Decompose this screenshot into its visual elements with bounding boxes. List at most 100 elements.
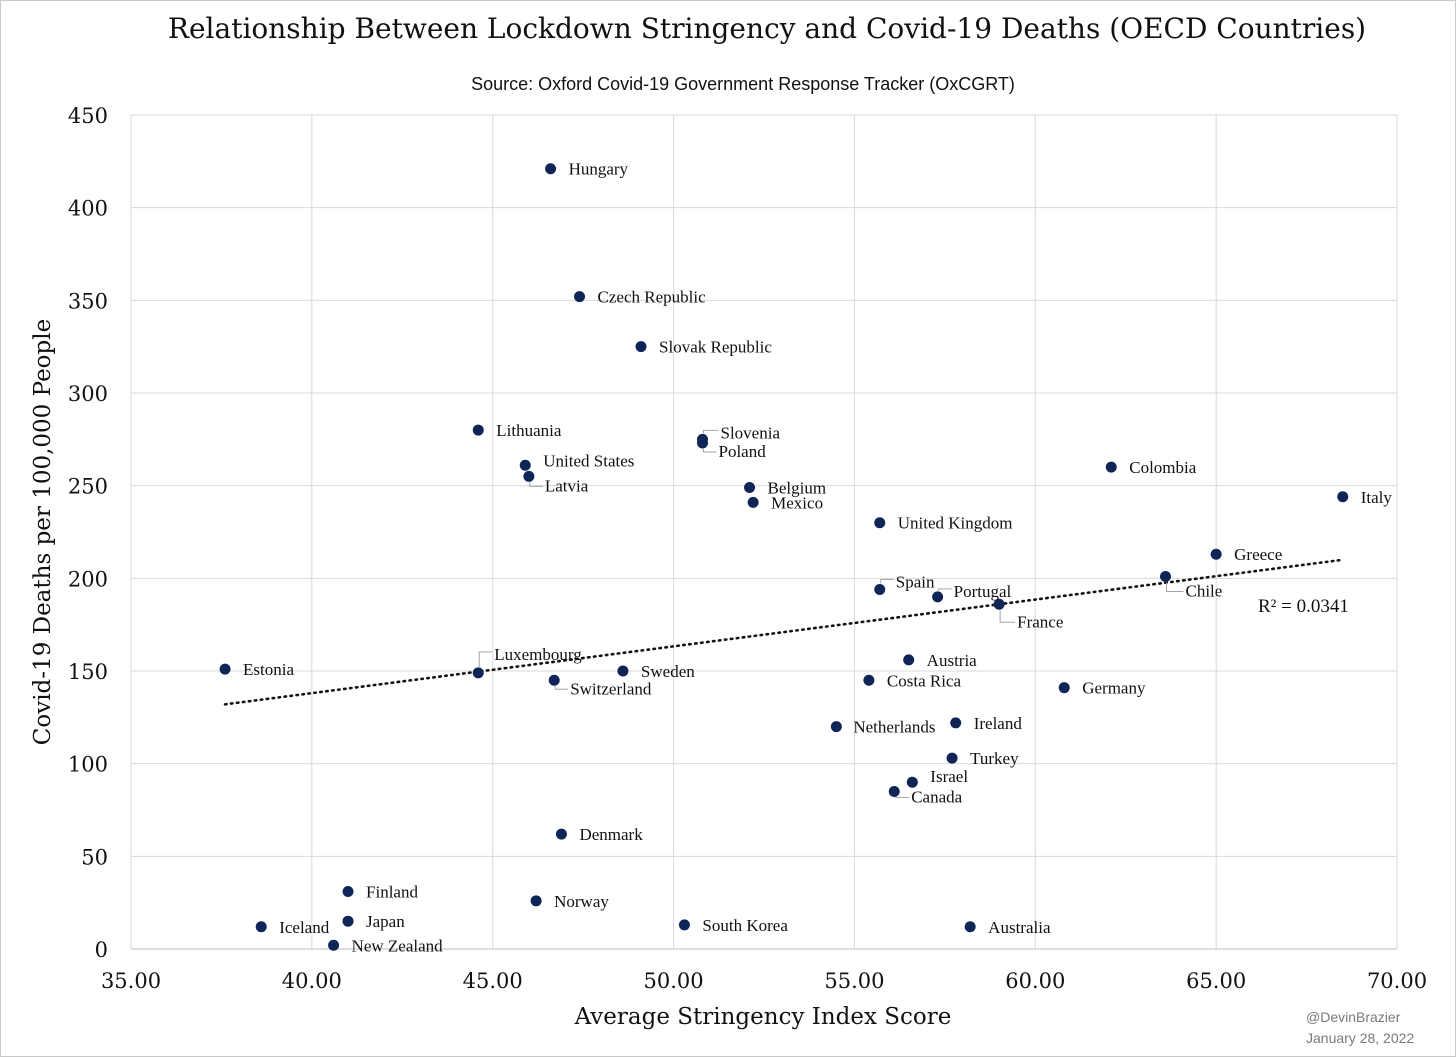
label-turkey: Turkey — [970, 749, 1019, 768]
grid-lines — [130, 114, 1398, 950]
label-new-zealand: New Zealand — [352, 936, 444, 955]
leader-line — [703, 429, 719, 434]
label-denmark: Denmark — [579, 825, 643, 844]
x-tick-label: 65.00 — [1186, 969, 1246, 993]
label-united-kingdom: United Kingdom — [898, 514, 1013, 533]
r-squared-label: R² = 0.0341 — [1258, 596, 1349, 617]
x-tick-label: 70.00 — [1367, 969, 1427, 993]
label-canada: Canada — [911, 787, 962, 806]
point-luxembourg — [472, 667, 484, 679]
leader-line — [1166, 582, 1184, 592]
label-israel: Israel — [930, 767, 968, 786]
label-mexico: Mexico — [771, 493, 823, 512]
y-axis-label: Covid-19 Deaths per 100,000 People — [30, 319, 56, 745]
label-belgium: Belgium — [768, 479, 827, 498]
label-luxembourg: Luxembourg — [494, 645, 582, 664]
label-slovak-republic: Slovak Republic — [659, 338, 772, 357]
x-tick-label: 50.00 — [644, 969, 704, 993]
label-lithuania: Lithuania — [496, 421, 562, 440]
point-mexico — [747, 496, 759, 508]
x-axis-label: Average Stringency Index Score — [574, 1004, 952, 1030]
point-italy — [1337, 491, 1349, 503]
point-costa-rica — [863, 674, 875, 686]
point-australia — [964, 921, 976, 933]
point-south-korea — [678, 919, 690, 931]
x-tick-label: 35.00 — [101, 969, 161, 993]
label-spain: Spain — [896, 572, 935, 591]
leader-line — [478, 651, 493, 667]
point-new-zealand — [328, 939, 340, 951]
point-turkey — [946, 752, 958, 764]
point-finland — [342, 886, 354, 898]
label-switzerland: Switzerland — [570, 679, 652, 698]
label-united-states: United States — [543, 451, 634, 470]
label-poland: Poland — [719, 442, 767, 461]
label-germany: Germany — [1082, 679, 1146, 698]
y-tick-label: 50 — [81, 845, 108, 869]
point-austria — [903, 654, 915, 666]
point-chile — [1160, 570, 1172, 582]
label-ireland: Ireland — [974, 714, 1023, 733]
x-tick-label: 45.00 — [463, 969, 523, 993]
chart-title: Relationship Between Lockdown Stringency… — [167, 12, 1367, 45]
point-iceland — [255, 921, 267, 933]
point-lithuania — [472, 424, 484, 436]
label-iceland: Iceland — [279, 918, 330, 937]
point-hungary — [545, 163, 557, 175]
point-france — [993, 598, 1005, 610]
label-latvia: Latvia — [545, 476, 589, 495]
point-labels: Hungary Czech Republic Slovak Republic Lith… — [243, 160, 1392, 956]
label-chile: Chile — [1186, 581, 1223, 600]
leader-line — [529, 482, 543, 487]
data-points — [219, 163, 1349, 951]
y-tick-label: 450 — [68, 104, 108, 128]
point-denmark — [555, 828, 567, 840]
y-tick-label: 0 — [95, 938, 108, 962]
point-colombia — [1105, 461, 1117, 473]
point-latvia — [523, 470, 535, 482]
y-tick-label: 100 — [68, 753, 108, 777]
y-tick-label: 350 — [68, 289, 108, 313]
label-sweden: Sweden — [641, 662, 695, 681]
label-france: France — [1017, 612, 1063, 631]
point-united-states — [519, 459, 531, 471]
point-canada — [888, 785, 900, 797]
leader-line — [554, 686, 569, 690]
point-belgium — [744, 482, 756, 494]
label-colombia: Colombia — [1129, 458, 1197, 477]
point-norway — [530, 895, 542, 907]
label-australia: Australia — [988, 918, 1051, 937]
point-japan — [342, 915, 354, 927]
point-slovak-republic — [635, 341, 647, 353]
y-tick-label: 400 — [68, 197, 108, 221]
label-japan: Japan — [366, 912, 405, 931]
y-tick-label: 250 — [68, 475, 108, 499]
point-united-kingdom — [874, 517, 886, 529]
point-estonia — [219, 663, 231, 675]
x-tick-label: 55.00 — [824, 969, 884, 993]
credit-handle: @DevinBrazier — [1306, 1009, 1401, 1025]
label-norway: Norway — [554, 892, 609, 911]
point-portugal — [932, 591, 944, 603]
label-south-korea: South Korea — [702, 916, 788, 935]
label-hungary: Hungary — [569, 160, 629, 179]
label-slovenia: Slovenia — [721, 423, 781, 442]
point-germany — [1058, 682, 1070, 694]
point-czech-republic — [574, 291, 586, 303]
point-ireland — [950, 717, 962, 729]
y-tick-label: 150 — [68, 660, 108, 684]
leader-line — [938, 588, 952, 591]
axes: 35.00 40.00 45.00 50.00 55.00 60.00 65.00 70.00… — [68, 104, 1427, 993]
trendline — [223, 558, 1345, 706]
label-costa-rica: Costa Rica — [887, 671, 962, 690]
leader-line — [880, 578, 894, 584]
label-estonia: Estonia — [243, 660, 294, 679]
point-netherlands — [830, 721, 842, 733]
label-portugal: Portugal — [954, 582, 1012, 601]
leader-line — [999, 610, 1016, 623]
label-czech-republic: Czech Republic — [598, 288, 707, 307]
label-finland: Finland — [366, 883, 418, 902]
point-poland — [697, 437, 709, 449]
point-israel — [906, 776, 918, 788]
